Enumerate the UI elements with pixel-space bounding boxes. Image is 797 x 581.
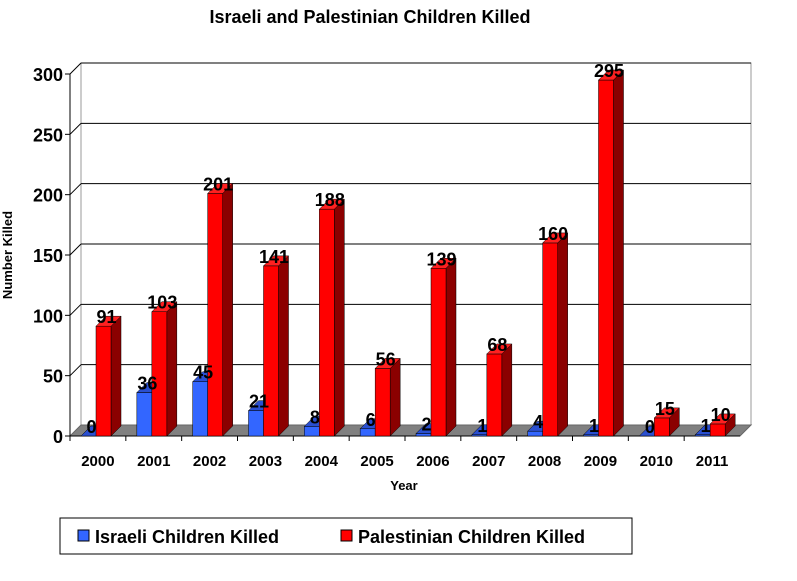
bar-side: [557, 232, 568, 437]
data-label: 6: [366, 410, 376, 430]
bar-side: [389, 357, 401, 437]
data-label: 15: [655, 399, 675, 419]
bar-palestinian: [95, 325, 112, 437]
bar-palestinian: [374, 368, 391, 437]
data-label: 2: [421, 415, 431, 435]
x-tick-label: 2003: [249, 453, 282, 470]
y-tick-label: 200: [33, 186, 63, 206]
y-tick-label: 100: [33, 306, 63, 326]
data-label: 4: [533, 412, 543, 432]
bar-side: [222, 182, 233, 437]
bar-top: [486, 343, 513, 355]
bar-top: [430, 258, 457, 269]
data-label: 1: [589, 416, 599, 436]
gridline-diagonal: [69, 364, 82, 377]
data-label: 56: [376, 349, 396, 369]
x-tick-label: 2004: [305, 453, 339, 470]
x-tick-label: 2002: [193, 453, 226, 470]
bar-israeli: [136, 392, 153, 437]
y-tick-label: 300: [33, 65, 63, 85]
legend-label-israeli: Israeli Children Killed: [95, 527, 279, 547]
bar-top: [709, 413, 736, 425]
data-label: 188: [315, 190, 345, 210]
bar-top: [262, 255, 290, 267]
bar-israeli: [359, 428, 376, 437]
bar-side: [334, 198, 345, 437]
bar-top: [318, 198, 345, 210]
data-label: 36: [137, 374, 157, 394]
legend-swatch-palestinian: [340, 529, 353, 542]
data-label: 45: [193, 363, 213, 383]
data-label: 0: [645, 417, 655, 437]
data-label: 201: [203, 174, 233, 194]
data-label: 0: [86, 417, 96, 437]
legend-swatch-israeli: [77, 529, 90, 542]
bar-side: [501, 343, 513, 437]
x-tick-label: 2006: [416, 453, 449, 470]
data-label: 21: [249, 392, 269, 412]
data-label: 295: [594, 61, 624, 81]
data-label: 1: [477, 416, 487, 436]
bar-top: [653, 407, 680, 419]
x-tick-label: 2005: [360, 453, 393, 470]
bar-side: [166, 301, 178, 437]
bar-palestinian: [486, 353, 503, 437]
bar-palestinian: [542, 242, 558, 437]
bar-top: [597, 69, 625, 81]
data-label: 160: [538, 224, 568, 244]
data-label: 1: [701, 416, 711, 436]
data-label: 10: [711, 405, 731, 425]
bar-palestinian: [207, 193, 223, 437]
data-label: 68: [487, 335, 507, 355]
x-tick-label: 2008: [528, 453, 561, 470]
y-tick-label: 0: [53, 427, 63, 447]
data-label: 91: [96, 307, 116, 327]
x-tick-label: 2007: [472, 453, 505, 470]
x-tick-label: 2001: [137, 453, 170, 470]
chart-title: Israeli and Palestinian Children Killed: [209, 7, 530, 27]
bar-side: [110, 315, 122, 437]
data-label: 103: [147, 293, 177, 313]
bar-side: [278, 255, 289, 437]
bar-palestinian: [598, 79, 614, 437]
x-tick-label: 2000: [81, 453, 114, 470]
gridline-diagonal: [69, 122, 82, 135]
x-axis-label: Year: [390, 478, 417, 493]
x-tick-label: 2010: [640, 453, 673, 470]
bar-top: [207, 183, 234, 194]
bar-israeli: [192, 381, 208, 437]
bar-palestinian: [709, 423, 726, 437]
gridline-diagonal: [69, 62, 82, 75]
bar-top: [151, 301, 178, 312]
gridline-diagonal: [69, 183, 82, 196]
bar-palestinian: [654, 417, 670, 437]
bar-side: [445, 257, 457, 437]
bar-top: [542, 232, 569, 244]
bar-palestinian: [430, 268, 447, 437]
gridline-diagonal: [69, 243, 82, 256]
x-tick-label: 2011: [696, 453, 729, 470]
y-axis-label: Number Killed: [0, 211, 15, 299]
bar-israeli: [248, 410, 264, 437]
legend: Israeli Children Killed Palestinian Chil…: [59, 517, 633, 555]
bar-palestinian: [319, 208, 335, 437]
data-label: 139: [426, 249, 456, 269]
gridline-diagonal: [69, 303, 82, 316]
y-tick-label: 150: [33, 246, 63, 266]
data-label: 8: [310, 407, 320, 427]
x-tick-label: 2009: [584, 453, 617, 470]
bar-top: [374, 358, 401, 369]
legend-label-palestinian: Palestinian Children Killed: [358, 527, 585, 547]
bar-top: [95, 315, 122, 327]
y-tick-label: 250: [33, 125, 63, 145]
bar-israeli: [304, 426, 320, 437]
y-tick-label: 50: [43, 367, 63, 387]
data-label: 141: [259, 247, 289, 267]
bar-side: [613, 69, 624, 437]
